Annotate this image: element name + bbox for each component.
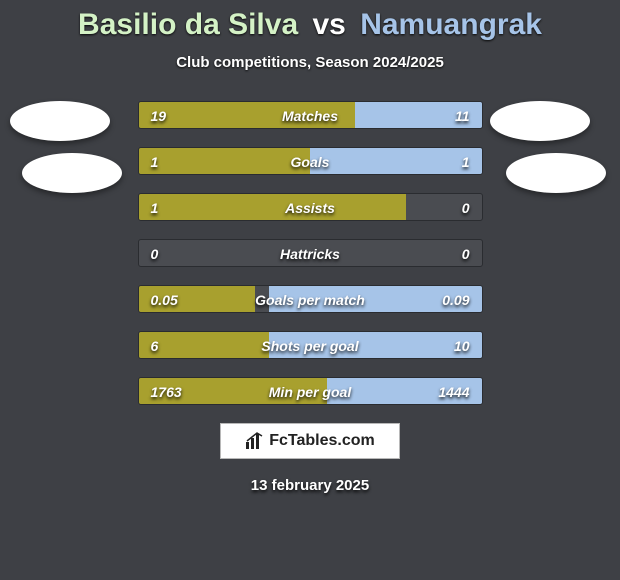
avatar-right-1 [490,101,590,141]
comparison-chart: Matches1911Goals11Assists10Hattricks00Go… [0,101,620,405]
player1-name: Basilio da Silva [78,8,298,41]
metric-label: Shots per goal [139,332,482,359]
subtitle: Club competitions, Season 2024/2025 [0,54,620,71]
avatar-left-2 [22,153,122,193]
date-text: 13 february 2025 [0,477,620,494]
player2-name: Namuangrak [360,8,542,41]
value-left: 19 [139,102,179,129]
stat-row: Matches19 11 [138,101,483,129]
stat-row: Hattricks0 0 [138,239,483,267]
chart-icon [245,432,265,450]
stat-row: Goals per match0.050.09 [138,285,483,313]
vs-text: vs [312,8,345,41]
value-right: 1 [450,148,482,175]
value-right: 11 [443,102,482,129]
value-right: 0.09 [430,286,481,313]
metric-label: Goals [139,148,482,175]
brand-text: FcTables.com [269,432,375,450]
value-right: 0 [450,240,482,267]
stat-row: Assists1 0 [138,193,483,221]
value-right: 1444 [426,378,481,405]
value-left: 0 [139,240,171,267]
value-right: 10 [442,332,482,359]
stat-row: Shots per goal6 10 [138,331,483,359]
avatar-right-2 [506,153,606,193]
value-left: 6 [139,332,171,359]
value-left: 1763 [139,378,194,405]
value-left: 0.05 [139,286,190,313]
metric-label: Assists [139,194,482,221]
avatar-left-1 [10,101,110,141]
metric-label: Hattricks [139,240,482,267]
metric-label: Matches [139,102,482,129]
value-right: 0 [450,194,482,221]
value-left: 1 [139,148,171,175]
value-left: 1 [139,194,171,221]
page-title: Basilio da Silva vs Namuangrak [0,0,620,42]
stat-row: Goals1 1 [138,147,483,175]
brand-badge[interactable]: FcTables.com [220,423,400,459]
stat-row: Min per goal17631444 [138,377,483,405]
